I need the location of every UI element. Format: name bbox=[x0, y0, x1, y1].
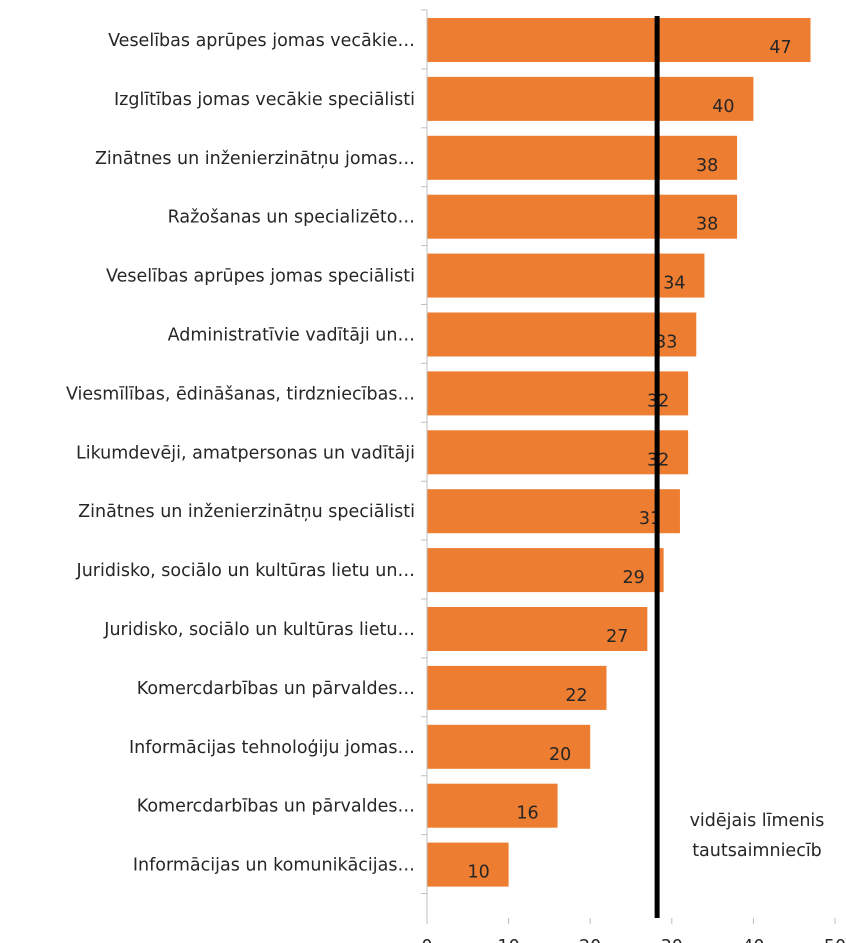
data-label: 34 bbox=[663, 274, 685, 294]
bars-group bbox=[427, 18, 811, 887]
reference-line-group: vidējais līmenis tautsaimniecīb bbox=[654, 16, 825, 918]
reference-line-label-line-1: vidējais līmenis bbox=[690, 811, 825, 831]
category-label: Zinātnes un inženierzinātņu speciālisti bbox=[78, 502, 415, 522]
bar bbox=[427, 607, 648, 651]
x-tick-label: 20 bbox=[579, 937, 601, 943]
bar bbox=[427, 430, 689, 475]
category-label: Veselības aprūpes jomas speciālisti bbox=[106, 267, 415, 287]
category-label: Informācijas tehnoloģiju jomas… bbox=[129, 738, 415, 758]
data-label: 38 bbox=[696, 215, 718, 235]
x-tick-label: 0 bbox=[421, 937, 432, 943]
category-label: Viesmīlības, ēdināšanas, tirdzniecības… bbox=[66, 384, 415, 404]
data-label: 10 bbox=[467, 863, 489, 883]
category-label: Administratīvie vadītāji un… bbox=[168, 326, 415, 346]
bar bbox=[427, 724, 591, 769]
bar bbox=[427, 489, 680, 534]
category-label: Komercdarbības un pārvaldes… bbox=[137, 679, 415, 699]
bar bbox=[427, 18, 811, 62]
x-tick-label: 30 bbox=[661, 937, 683, 943]
bar bbox=[427, 194, 738, 239]
data-label: 27 bbox=[606, 627, 628, 647]
x-tick-label: 40 bbox=[742, 937, 764, 943]
bar bbox=[427, 783, 558, 828]
category-label: Komercdarbības un pārvaldes… bbox=[137, 797, 415, 817]
category-label: Juridisko, sociālo un kultūras lietu… bbox=[103, 620, 415, 640]
x-tick-label: 50 bbox=[824, 937, 846, 943]
x-tick-label: 10 bbox=[497, 937, 519, 943]
category-label: Informācijas un komunikācijas… bbox=[133, 856, 415, 876]
data-label: 22 bbox=[565, 686, 587, 706]
bar bbox=[427, 135, 738, 180]
bar bbox=[427, 548, 664, 593]
data-label: 16 bbox=[516, 804, 538, 824]
data-label: 40 bbox=[712, 97, 734, 117]
category-label: Juridisko, sociālo un kultūras lietu un… bbox=[76, 561, 415, 581]
category-label: Likumdevēji, amatpersonas un vadītāji bbox=[76, 443, 415, 463]
bar bbox=[427, 76, 754, 121]
data-label: 29 bbox=[622, 568, 644, 588]
category-labels: Veselības aprūpes jomas vecākie… Izglītīb… bbox=[66, 31, 415, 876]
data-label: 38 bbox=[696, 156, 718, 176]
axis-group: 0 10 20 30 40 50 bbox=[421, 9, 846, 943]
data-label: 47 bbox=[769, 38, 791, 58]
reference-line-label-line-2: tautsaimniecīb bbox=[692, 841, 822, 861]
category-label: Izglītības jomas vecākie speciālisti bbox=[114, 90, 415, 110]
data-label: 20 bbox=[549, 745, 571, 765]
bar bbox=[427, 371, 689, 416]
category-label: Ražošanas un specializēto… bbox=[168, 208, 415, 228]
bar bbox=[427, 665, 607, 710]
bar bbox=[427, 842, 509, 887]
bar bbox=[427, 312, 697, 357]
category-label: Zinātnes un inženierzinātņu jomas… bbox=[95, 149, 415, 169]
category-label: Veselības aprūpes jomas vecākie… bbox=[108, 31, 415, 51]
data-label: 33 bbox=[655, 333, 677, 353]
